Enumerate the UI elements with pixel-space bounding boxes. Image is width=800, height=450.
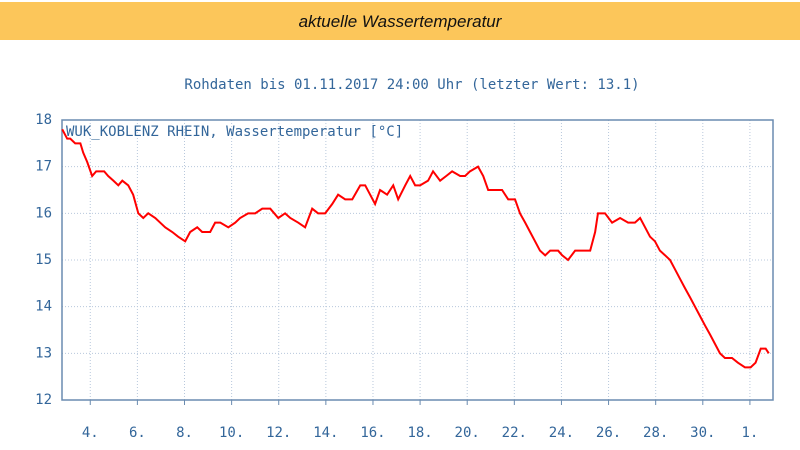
x-tick-label: 14. [313, 425, 338, 441]
x-tick-label: 22. [502, 425, 527, 441]
x-tick-label: 16. [360, 425, 385, 441]
x-tick-label: 20. [455, 425, 480, 441]
y-tick-label: 16 [35, 205, 52, 221]
x-tick-label: 18. [407, 425, 432, 441]
line-series [61, 128, 770, 369]
y-tick-label: 14 [35, 299, 52, 315]
legend-label: WUK_KOBLENZ RHEIN, Wassertemperatur [°C] [66, 124, 403, 140]
x-tick-label: 12. [266, 425, 291, 441]
x-tick-label: 1. [741, 425, 758, 441]
x-tick-label: 6. [129, 425, 146, 441]
y-tick-label: 15 [35, 252, 52, 268]
header-title: aktuelle Wassertemperatur [298, 12, 502, 31]
x-tick-label: 24. [549, 425, 574, 441]
y-tick-label: 17 [35, 159, 52, 175]
x-tick-label: 8. [176, 425, 193, 441]
y-tick-label: 13 [35, 345, 52, 361]
x-tick-label: 28. [643, 425, 668, 441]
header-bar: aktuelle Wassertemperatur [0, 0, 800, 43]
y-tick-label: 12 [35, 392, 52, 408]
x-tick-label: 26. [596, 425, 621, 441]
x-tick-label: 10. [219, 425, 244, 441]
x-tick-label: 30. [690, 425, 715, 441]
y-tick-label: 18 [35, 112, 52, 128]
plot-frame [61, 119, 774, 401]
plot-area [62, 120, 773, 400]
x-tick-label: 4. [82, 425, 99, 441]
chart-title: Rohdaten bis 01.11.2017 24:00 Uhr (letzt… [184, 77, 639, 93]
